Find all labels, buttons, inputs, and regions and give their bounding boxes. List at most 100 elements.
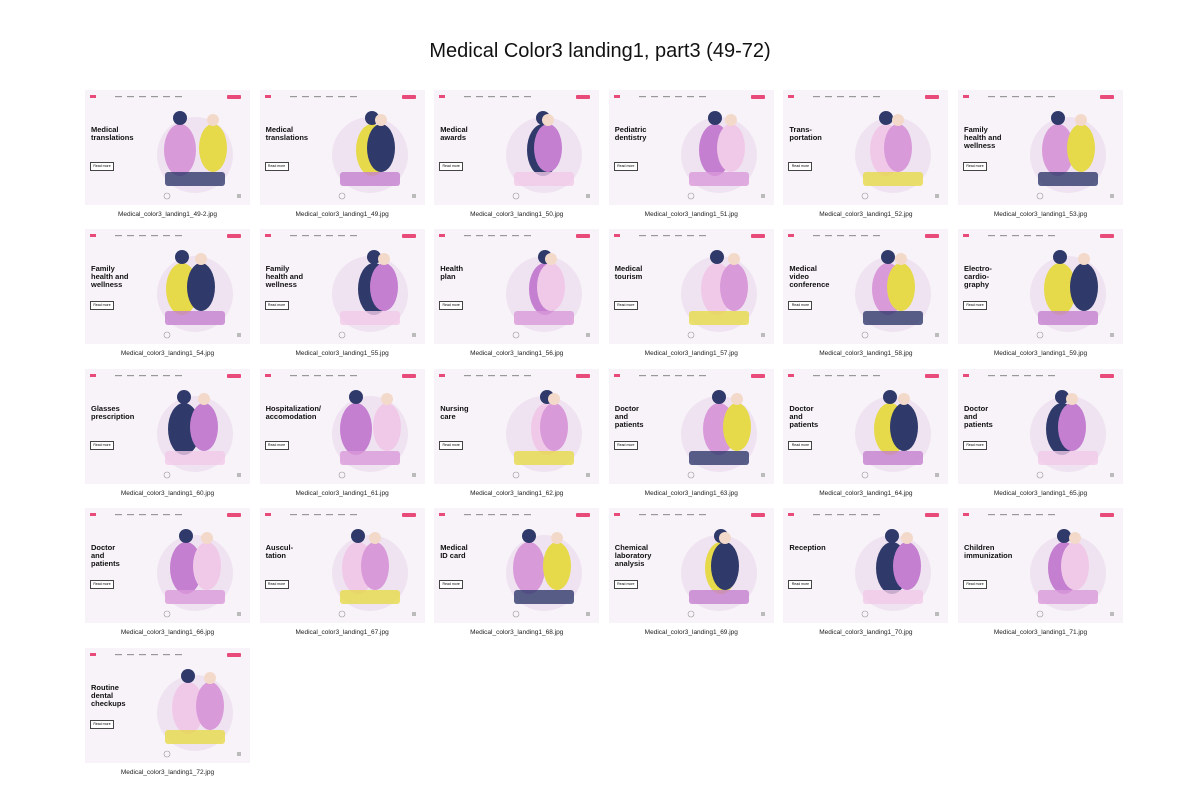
file-caption: Medical_color3_landing1_66.jpg <box>120 629 215 637</box>
read-more-button: Read more <box>90 440 114 450</box>
thumbnail: Nursing care Read more <box>434 368 600 484</box>
read-more-button: Read more <box>90 719 114 729</box>
file-caption: Medical_color3_landing1_54.jpg <box>120 350 215 358</box>
read-more-button: Read more <box>90 580 114 590</box>
card-heading: Pediatric dentistry <box>614 125 647 142</box>
illustration <box>90 234 241 339</box>
thumbnail: Doctor and patients Read more <box>783 368 949 484</box>
thumbnail: Medical translations Read more <box>85 90 250 205</box>
card-heading: Glasses prescription <box>91 403 135 421</box>
file-caption: Medical_color3_landing1_52.jpg <box>819 211 913 218</box>
card-heading: Doctor and patients <box>964 403 993 429</box>
file-caption: Medical_color3_landing1_62.jpg <box>470 489 564 497</box>
read-more-button: Read more <box>963 440 987 450</box>
read-more-button: Read more <box>264 440 289 450</box>
read-more-button: Read more <box>788 301 813 311</box>
file-caption: Medical_color3_landing1_64.jpg <box>819 489 913 497</box>
file-caption: Medical_color3_landing1_49-2.jpg <box>117 211 217 218</box>
illustration <box>439 234 591 339</box>
file-caption: Medical_color3_landing1_71.jpg <box>993 629 1088 637</box>
card-heading: Hospitalization/ accomodation <box>265 403 322 421</box>
thumbnail: Doctor and patients Read more <box>85 508 250 624</box>
card-heading: Medical tourism <box>614 264 643 282</box>
read-more-button: Read more <box>963 301 987 311</box>
illustration <box>613 95 765 200</box>
thumbnail: Medical tourism Read more <box>608 229 774 345</box>
file-caption: Medical_color3_landing1_67.jpg <box>295 629 389 637</box>
thumbnail: Family health and wellness Read more <box>958 90 1123 205</box>
illustration <box>963 513 1114 618</box>
read-more-button: Read more <box>788 440 813 450</box>
illustration <box>264 234 416 339</box>
read-more-button: Read more <box>963 162 987 171</box>
illustration <box>613 373 765 479</box>
card-heading: Medical awards <box>440 125 468 142</box>
read-more-button: Read more <box>439 162 464 171</box>
read-more-button: Read more <box>788 580 813 590</box>
illustration <box>264 513 416 618</box>
card-heading: Family health and wellness <box>265 264 304 290</box>
illustration <box>439 373 591 479</box>
file-caption: Medical_color3_landing1_65.jpg <box>993 489 1088 497</box>
file-caption: Medical_color3_landing1_68.jpg <box>470 629 564 637</box>
card-heading: Children immunization <box>964 543 1013 561</box>
file-caption: Medical_color3_landing1_50.jpg <box>470 211 564 218</box>
thumbnail: Doctor and patients Read more <box>958 368 1123 484</box>
read-more-button: Read more <box>788 162 813 171</box>
card-heading: Medical translations <box>265 125 309 142</box>
illustration <box>264 95 416 200</box>
file-caption: Medical_color3_landing1_61.jpg <box>295 489 389 497</box>
thumbnail: Glasses prescription Read more <box>85 368 250 484</box>
thumbnail: Medical ID card Read more <box>434 508 600 624</box>
file-caption: Medical_color3_landing1_69.jpg <box>644 629 738 637</box>
read-more-button: Read more <box>613 440 638 450</box>
file-caption: Medical_color3_landing1_53.jpg <box>993 211 1088 218</box>
card-heading: Family health and wellness <box>91 264 129 290</box>
read-more-button: Read more <box>439 580 464 590</box>
illustration <box>439 513 591 618</box>
file-caption: Medical_color3_landing1_63.jpg <box>644 489 738 497</box>
read-more-button: Read more <box>439 440 464 450</box>
illustration <box>439 95 591 200</box>
read-more-button: Read more <box>264 162 289 171</box>
read-more-button: Read more <box>613 162 638 171</box>
file-caption: Medical_color3_landing1_49.jpg <box>295 211 389 218</box>
card-heading: Reception <box>789 543 826 553</box>
file-caption: Medical_color3_landing1_51.jpg <box>644 211 738 218</box>
card-heading: Medical translations <box>91 125 134 142</box>
card-heading: Chemical laboratory analysis <box>614 543 652 569</box>
card-heading: Trans- portation <box>789 125 822 142</box>
card-heading: Health plan <box>440 264 464 282</box>
illustration <box>788 234 940 339</box>
card-heading: Routine dental checkups <box>91 682 126 708</box>
read-more-button: Read more <box>613 580 638 590</box>
illustration <box>963 373 1114 479</box>
thumbnail: Routine dental checkups Read more <box>85 647 250 763</box>
illustration <box>90 652 241 757</box>
thumbnail: Family health and wellness Read more <box>85 229 250 345</box>
read-more-button: Read more <box>90 301 114 311</box>
file-caption: Medical_color3_landing1_59.jpg <box>993 350 1088 358</box>
thumbnail: Medical translations Read more <box>259 90 425 205</box>
card-heading: Doctor and patients <box>789 403 819 429</box>
card-heading: Auscul- tation <box>265 543 294 561</box>
illustration <box>90 513 241 618</box>
read-more-button: Read more <box>264 301 289 311</box>
illustration <box>788 373 940 479</box>
thumbnail: Family health and wellness Read more <box>259 229 425 345</box>
file-caption: Medical_color3_landing1_72.jpg <box>120 768 215 776</box>
illustration <box>613 234 765 339</box>
read-more-button: Read more <box>963 580 987 590</box>
card-heading: Doctor and patients <box>91 543 120 569</box>
illustration <box>788 513 940 618</box>
card-heading: Nursing care <box>440 403 469 421</box>
thumbnail: Hospitalization/ accomodation Read more <box>259 368 425 484</box>
card-heading: Doctor and patients <box>614 403 644 429</box>
file-caption: Medical_color3_landing1_58.jpg <box>819 350 913 358</box>
illustration <box>963 95 1114 200</box>
thumbnail: Doctor and patients Read more <box>608 368 774 484</box>
card-heading: Medical ID card <box>440 543 468 561</box>
file-caption: Medical_color3_landing1_57.jpg <box>644 350 738 358</box>
illustration <box>264 373 416 479</box>
